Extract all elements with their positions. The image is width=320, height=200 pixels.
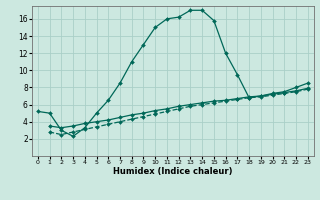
X-axis label: Humidex (Indice chaleur): Humidex (Indice chaleur)	[113, 167, 233, 176]
